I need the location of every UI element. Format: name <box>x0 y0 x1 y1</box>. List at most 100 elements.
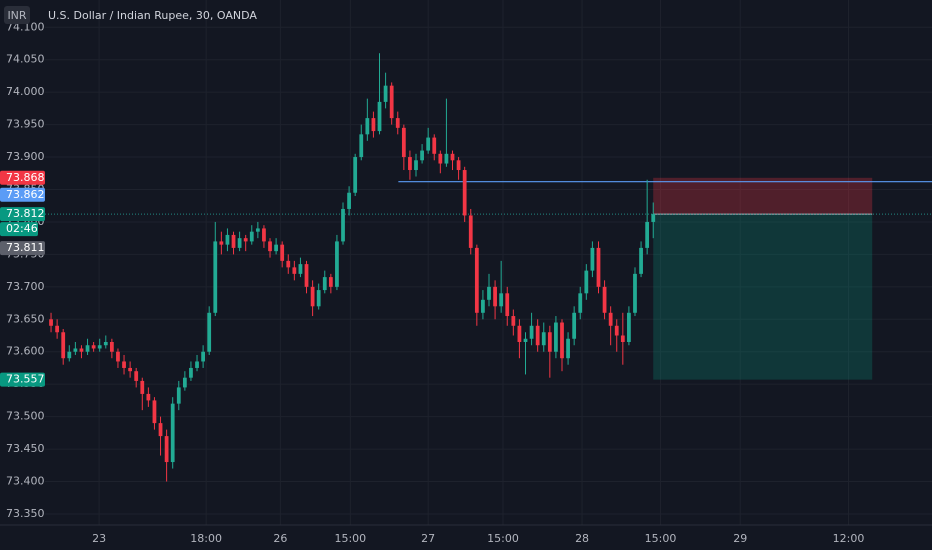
candle-body <box>182 377 187 388</box>
candle-body <box>377 101 382 132</box>
candle-body <box>596 247 601 287</box>
candle-body <box>481 299 485 313</box>
candle-body <box>523 338 528 342</box>
candle-body <box>73 348 78 352</box>
candle-body <box>292 267 297 274</box>
candle-body <box>493 286 497 307</box>
candle-body <box>195 361 199 368</box>
candle-body <box>353 157 358 193</box>
price-badge <box>0 372 45 387</box>
candle-body <box>633 273 637 313</box>
candle-body <box>310 286 315 307</box>
candle-body <box>389 85 394 119</box>
y-tick-label: 73.900 <box>6 150 45 163</box>
candle-body <box>541 332 546 346</box>
candle-body <box>408 157 412 171</box>
candle-body <box>262 228 266 242</box>
candle-body <box>286 260 291 268</box>
chart-title: U.S. Dollar / Indian Rupee, 30, OANDA <box>48 9 257 22</box>
candle-body <box>249 231 254 242</box>
candle-body <box>578 293 583 313</box>
candle-body <box>85 345 90 352</box>
candle-body <box>304 264 309 287</box>
candle-body <box>61 332 66 359</box>
symbol-box[interactable] <box>4 6 30 24</box>
candle-body <box>49 319 53 326</box>
candle-body <box>517 325 522 342</box>
candle-body <box>590 247 595 271</box>
candle-body <box>170 403 175 463</box>
y-tick-label: 74.000 <box>6 85 45 98</box>
candle-body <box>91 345 96 349</box>
candle-body <box>529 325 534 339</box>
price-badge <box>0 170 45 185</box>
candle-body <box>322 277 327 291</box>
y-tick-label: 73.650 <box>6 312 45 325</box>
x-tick-label: 15:00 <box>334 532 366 545</box>
candle-body <box>243 238 248 242</box>
x-tick-label: 23 <box>92 532 106 545</box>
overlay <box>45 177 932 380</box>
x-tick-label: 26 <box>273 532 287 545</box>
candle-body <box>97 345 102 349</box>
candle-body <box>176 387 181 404</box>
candle-body <box>274 244 278 252</box>
candle-body <box>189 367 193 378</box>
x-tick-label: 18:00 <box>190 532 222 545</box>
countdown: 02:46 <box>6 222 38 235</box>
candle-body <box>474 247 479 313</box>
candle-body <box>651 214 656 222</box>
y-tick-label: 73.600 <box>6 345 45 358</box>
x-tick-label: 27 <box>421 532 435 545</box>
x-tick-label: 29 <box>733 532 747 545</box>
candle-body <box>359 134 364 158</box>
candle-body <box>505 293 510 317</box>
candle-body <box>213 241 218 313</box>
price-badges: 73.868 73.862 73.812 02:46 73.811 73.557 <box>0 170 45 387</box>
candle-body <box>420 150 424 161</box>
candle-body <box>79 348 84 352</box>
symbol[interactable]: INR <box>7 9 26 22</box>
y-tick-label: 74.050 <box>6 53 45 66</box>
candle-body <box>231 234 236 248</box>
candle-body <box>207 312 212 352</box>
candle-body <box>395 118 400 128</box>
candle-body <box>219 241 224 245</box>
candle-body <box>438 153 443 164</box>
price-badge-label: 73.868 <box>6 171 45 184</box>
candle-body <box>462 170 467 216</box>
candle-body <box>316 290 321 307</box>
candle-body <box>328 277 333 287</box>
candle-body <box>383 85 388 102</box>
candle-body <box>116 351 120 362</box>
candle-body <box>639 247 643 274</box>
candle-body <box>608 312 613 326</box>
candle-body <box>444 153 449 164</box>
candle-body <box>456 160 461 171</box>
candle-body <box>201 351 205 362</box>
candle-body <box>614 325 619 336</box>
candle-body <box>347 192 351 209</box>
candle-body <box>237 238 242 248</box>
price-badge <box>0 207 45 222</box>
candle-body <box>450 153 455 161</box>
candle-body <box>572 312 577 339</box>
candle-body <box>109 341 114 352</box>
candle-body <box>535 325 540 346</box>
candle-body <box>554 322 558 352</box>
candle-body <box>158 423 163 437</box>
x-tick-label: 15:00 <box>487 532 519 545</box>
candle-body <box>401 127 406 158</box>
price-badge <box>0 241 45 256</box>
candle-body <box>547 332 552 352</box>
price-badge <box>0 187 45 202</box>
candle-body <box>55 325 60 333</box>
candle-body <box>584 270 589 294</box>
candle-body <box>280 244 285 261</box>
y-tick-label: 73.700 <box>6 280 45 293</box>
price-badge-label: 73.812 <box>6 207 45 220</box>
candle-body <box>134 371 139 381</box>
stop-zone <box>653 177 873 215</box>
candle-body <box>560 322 564 359</box>
